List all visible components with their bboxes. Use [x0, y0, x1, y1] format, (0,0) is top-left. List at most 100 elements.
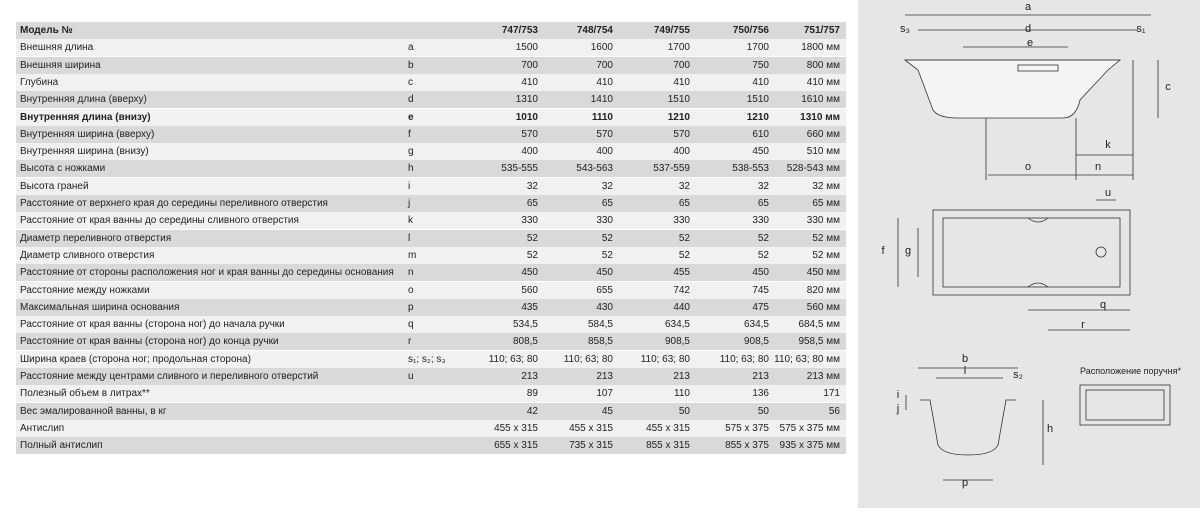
- cell: 110: [674, 388, 690, 400]
- dimension-label: s₂: [1013, 369, 1023, 381]
- dimension-label: h: [1047, 423, 1053, 435]
- cell: 440: [673, 301, 690, 313]
- cell: 1510: [667, 94, 690, 106]
- row-label: Диаметр сливного отверстия: [20, 249, 155, 261]
- row-symbol: n: [408, 267, 414, 279]
- cell: 1010: [515, 111, 538, 123]
- header-cell: 751/757: [803, 25, 840, 36]
- cell: 700: [521, 59, 538, 71]
- diagram-panel: a s₃ d s₁ e c k o n u f g q r b l s₂ i j h p Расположение пор…: [858, 0, 1200, 508]
- dimension-label: f: [881, 245, 885, 257]
- row-label: Ширина краев (сторона ног; продольная ст…: [20, 353, 251, 365]
- cell: 534,5: [512, 319, 538, 331]
- row-symbol: i: [408, 180, 411, 192]
- cell: 450: [596, 267, 613, 279]
- table-row: Расстояние между ножками o 560 655 742 745 820…: [16, 281, 846, 299]
- cell: 213: [596, 371, 613, 382]
- handle-view: [1079, 384, 1171, 426]
- cell: 450 мм: [806, 267, 840, 279]
- cell: 1510: [746, 94, 769, 106]
- table-row: Внутренняя ширина (вверху) f 570 570 570 610 6…: [16, 125, 846, 143]
- row-label: Расстояние от края ванны (сторона ног) д…: [20, 319, 285, 331]
- table-row: Внутренняя длина (вверху) d 1310 1410 1510 15…: [16, 91, 846, 109]
- cell: 400: [596, 146, 613, 158]
- cell: 410: [752, 76, 769, 88]
- row-symbol: u: [408, 371, 414, 382]
- cell: 742: [673, 284, 690, 296]
- cell: 475: [752, 301, 769, 313]
- cell: 110; 63; 80: [563, 353, 613, 365]
- cell: 958,5 мм: [798, 336, 840, 348]
- row-symbol: r: [408, 336, 412, 348]
- cell: 65: [526, 198, 538, 209]
- cell: 1610 мм: [801, 94, 840, 106]
- cell: 655: [596, 284, 613, 296]
- dimension-label: s₁: [1136, 23, 1146, 35]
- dimension-label: g: [905, 245, 911, 257]
- dimension-label: u: [1105, 187, 1111, 199]
- cell: 575 x 375: [725, 422, 769, 434]
- cell: 1310 мм: [800, 111, 840, 123]
- cell: 410: [673, 76, 690, 88]
- cell: 634,5: [743, 319, 769, 331]
- cell: 735 x 315: [569, 440, 613, 452]
- diagram: a s₃ d s₁ e c k o n u f g q r bl s₂ ij h p Расположение пор…: [881, 1, 1181, 489]
- cell: 560 мм: [806, 301, 840, 313]
- cell: 510 мм: [806, 146, 840, 158]
- cell: 400: [673, 146, 690, 158]
- table-row: Расстояние между центрами сливного и пер…: [16, 368, 846, 385]
- cell: 450: [752, 267, 769, 279]
- cell: 537-559: [653, 163, 690, 175]
- note-label: Расположение поручня*: [1080, 366, 1181, 376]
- cell: 808,5: [512, 336, 538, 348]
- cell: 745: [752, 284, 769, 296]
- cell: 32: [601, 180, 613, 192]
- cell: 660 мм: [806, 128, 840, 140]
- cell: 1700: [746, 42, 769, 54]
- row-symbol: b: [408, 59, 414, 71]
- header-cell: 748/754: [576, 25, 613, 36]
- cell: 575 x 375 мм: [779, 422, 840, 434]
- cell: 52: [601, 232, 613, 244]
- cell: 543-563: [576, 163, 613, 175]
- cell: 65: [757, 198, 769, 209]
- cell: 455: [673, 267, 690, 279]
- cell: 455 x 315: [569, 422, 613, 434]
- table-row: Вес эмалированной ванны, в кг 42 45 50 50 56: [16, 402, 846, 420]
- cell: 213: [673, 371, 690, 382]
- cell: 1210: [746, 111, 769, 123]
- cell: 330: [752, 215, 769, 227]
- cell: 213: [752, 371, 769, 382]
- cell: 110; 63; 80: [488, 353, 538, 365]
- cell: 655 x 315: [494, 440, 538, 452]
- row-label: Расстояние от верхнего края до середины …: [20, 198, 328, 209]
- cell: 684,5 мм: [798, 319, 840, 331]
- row-label: Вес эмалированной ванны, в кг: [20, 405, 167, 417]
- cell: 110; 63; 80: [719, 353, 769, 365]
- cell: 450: [752, 146, 769, 158]
- row-symbol: l: [408, 232, 411, 244]
- row-symbol: e: [408, 111, 414, 123]
- row-label: Внешняя ширина: [20, 59, 101, 71]
- cell: 584,5: [587, 319, 613, 331]
- cell: 52: [601, 249, 613, 261]
- end-view: [905, 367, 1044, 481]
- top-view: [897, 199, 1131, 331]
- cell: 52: [526, 232, 538, 244]
- table-row: Максимальная ширина основания p 435 430 440 4…: [16, 298, 846, 316]
- table-row: Расстояние от стороны расположения ног и…: [16, 264, 846, 282]
- cell: 330: [673, 215, 690, 227]
- dimension-label: i: [897, 389, 899, 401]
- cell: 52 мм: [812, 249, 840, 261]
- cell: 89: [526, 388, 538, 400]
- cell: 65: [601, 198, 613, 209]
- cell: 1600: [590, 42, 613, 54]
- row-symbol: o: [408, 284, 414, 296]
- dimension-label: l: [964, 365, 966, 377]
- cell: 50: [757, 405, 769, 417]
- row-label: Максимальная ширина основания: [20, 301, 180, 313]
- cell: 410: [521, 76, 538, 88]
- row-symbol: f: [408, 128, 411, 140]
- cell: 1500: [515, 42, 538, 54]
- row-label: Внешняя длина: [20, 42, 94, 54]
